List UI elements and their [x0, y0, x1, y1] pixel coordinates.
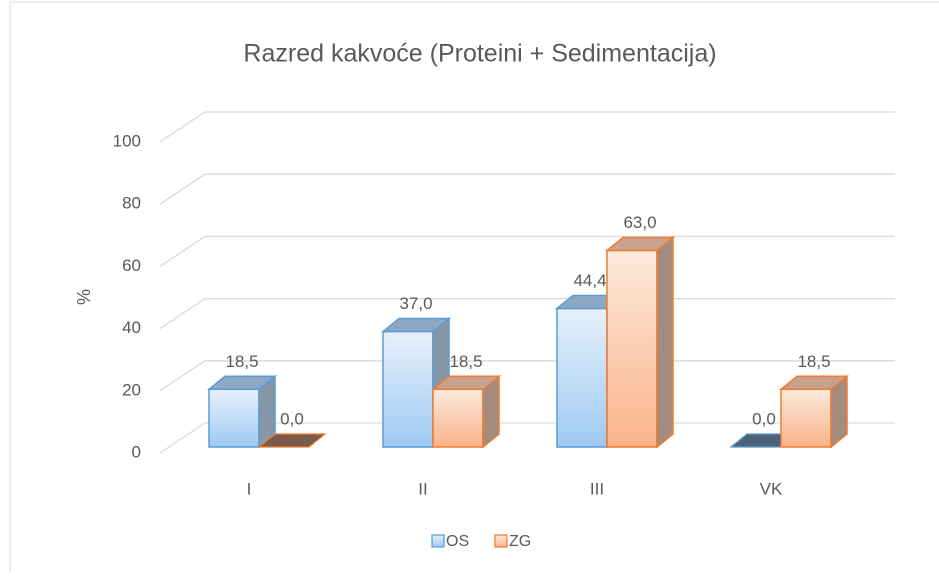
legend-swatch — [494, 534, 508, 548]
data-label: 0,0 — [280, 409, 304, 428]
y-tick-label: 40 — [122, 318, 141, 337]
bar — [430, 374, 502, 449]
x-tick-label: VK — [760, 479, 783, 498]
bar-top — [206, 375, 278, 391]
data-label: 0,0 — [752, 409, 776, 428]
bar-front — [208, 388, 260, 448]
bar-top — [257, 433, 327, 448]
data-label: 37,0 — [399, 294, 432, 313]
bar-top — [778, 375, 850, 391]
y-tick-label: 80 — [122, 194, 141, 213]
bar-front — [556, 307, 608, 448]
legend-swatch — [431, 534, 445, 548]
legend-label: ZG — [509, 533, 531, 550]
data-label: 63,0 — [623, 213, 656, 232]
bar-front — [780, 388, 832, 448]
x-tick-label: II — [418, 479, 427, 498]
bar-front — [606, 249, 658, 448]
chart-border — [9, 1, 939, 577]
data-label: 18,5 — [449, 352, 482, 371]
bar-top — [380, 317, 452, 333]
x-tick-label: I — [247, 479, 252, 498]
bar — [206, 374, 278, 449]
chart-title: Razred kakvoće (Proteini + Sedimentacija… — [243, 40, 716, 68]
bar-top — [430, 375, 502, 391]
y-tick-label: 20 — [122, 380, 141, 399]
grid-line — [159, 173, 895, 205]
legend-label: OS — [446, 533, 469, 550]
bar-front — [432, 388, 484, 448]
y-tick-label: 60 — [122, 256, 141, 275]
data-label: 18,5 — [225, 352, 258, 371]
bar-front — [382, 330, 434, 448]
grid-line — [159, 111, 895, 143]
y-tick-label: 0 — [132, 442, 141, 461]
bar-top — [604, 236, 676, 252]
bar-side — [656, 235, 674, 449]
bar — [778, 374, 850, 449]
data-label: 18,5 — [797, 352, 830, 371]
x-tick-label: III — [590, 479, 604, 498]
y-tick-label: 100 — [113, 131, 141, 150]
y-axis-label: % — [74, 289, 94, 305]
bar — [257, 433, 327, 448]
data-label: 44,4 — [573, 271, 606, 290]
grid-line — [159, 235, 895, 267]
bar — [604, 235, 676, 449]
grid-line — [159, 297, 895, 330]
